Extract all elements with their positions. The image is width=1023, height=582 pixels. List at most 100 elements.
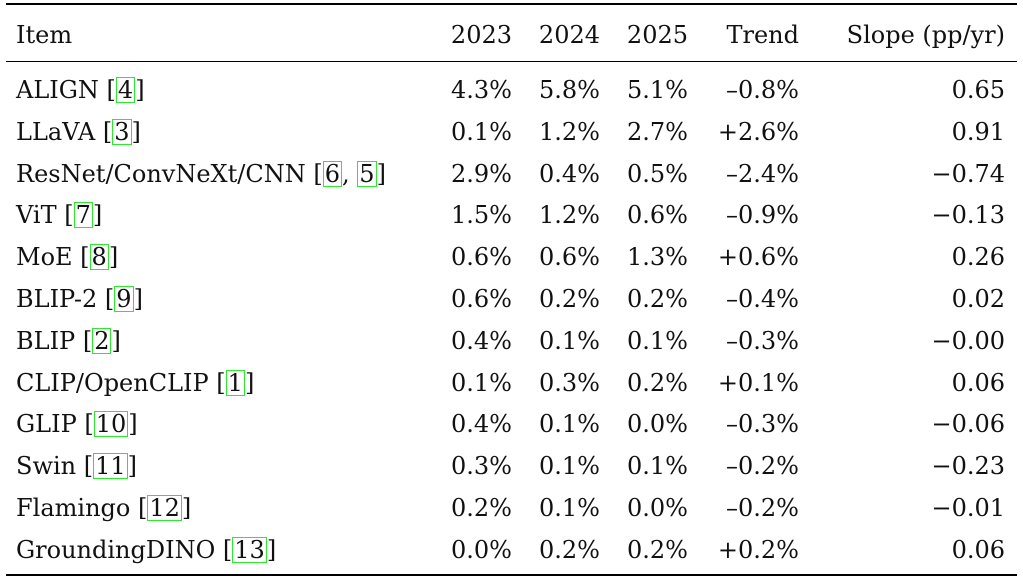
citation-link[interactable]: 3 (112, 117, 132, 146)
table-body: ALIGN [4] 4.3% 5.8% 5.1% –0.8% 0.65 LLaVA [3] 0… (6, 62, 1017, 574)
item-name: GLIP (16, 410, 77, 439)
slope-cell: −0.00 (931, 326, 1005, 355)
header-2025: 2025 (626, 21, 688, 49)
header-trend: Trend (726, 21, 799, 49)
citation-link[interactable]: 1 (225, 368, 245, 397)
table-row: ResNet/ConvNeXt/CNN [6, 5] 2.9% 0.4% 0.5% –2… (6, 154, 1017, 196)
slope-cell: −0.74 (931, 159, 1005, 188)
value-2024: 1.2% (539, 117, 600, 146)
value-2025: 0.5% (627, 159, 688, 188)
item-cell: MoE [8] (16, 243, 119, 272)
results-table: Item 2023 2024 2025 Trend Slope (pp/yr) … (6, 3, 1017, 576)
citation-link[interactable]: 12 (147, 493, 182, 522)
citation-link[interactable]: 4 (115, 76, 136, 104)
value-2025: 0.2% (627, 535, 688, 564)
slope-cell: 0.02 (951, 284, 1005, 313)
trend-cell: +0.1% (717, 368, 799, 397)
slope-cell: 0.06 (951, 368, 1005, 397)
slope-cell: −0.23 (931, 452, 1005, 481)
trend-cell: –0.8% (726, 76, 799, 104)
value-2024: 0.4% (539, 159, 600, 188)
value-2025: 0.2% (627, 368, 688, 397)
citation-link[interactable]: 11 (93, 452, 128, 481)
value-2023: 4.3% (451, 76, 512, 104)
value-2023: 0.6% (451, 243, 512, 272)
value-2023: 0.1% (451, 368, 512, 397)
header-2023: 2023 (450, 21, 512, 49)
bottom-rule (6, 573, 1017, 576)
citation-link[interactable]: 7 (73, 201, 93, 230)
item-name: Flamingo (16, 493, 131, 522)
citation-link[interactable]: 8 (89, 243, 109, 272)
value-2024: 0.1% (539, 452, 600, 481)
value-2023: 0.2% (451, 493, 512, 522)
table-row: LLaVA [3] 0.1% 1.2% 2.7% +2.6% 0.91 (6, 112, 1017, 154)
item-name: CLIP/OpenCLIP (16, 368, 209, 397)
slope-cell: 0.91 (951, 117, 1005, 146)
slope-cell: 0.65 (951, 76, 1005, 104)
value-2025: 2.7% (627, 117, 688, 146)
value-2024: 0.1% (539, 410, 600, 439)
value-2024: 0.1% (539, 493, 600, 522)
table-row: GLIP [10] 0.4% 0.1% 0.0% –0.3% −0.06 (6, 404, 1017, 446)
value-2025: 0.6% (627, 201, 688, 230)
table-row: BLIP [2] 0.4% 0.1% 0.1% –0.3% −0.00 (6, 321, 1017, 363)
value-2024: 5.8% (539, 76, 600, 104)
value-2025: 1.3% (627, 243, 688, 272)
trend-cell: –0.3% (726, 326, 799, 355)
value-2023: 0.0% (451, 535, 512, 564)
table-row: Flamingo [12] 0.2% 0.1% 0.0% –0.2% −0.01 (6, 488, 1017, 530)
item-name: Swin (16, 452, 77, 481)
citation-link[interactable]: 2 (92, 326, 112, 355)
item-name: LLaVA (16, 117, 96, 146)
table-row: Swin [11] 0.3% 0.1% 0.1% –0.2% −0.23 (6, 446, 1017, 488)
item-name: ALIGN (16, 76, 99, 104)
value-2025: 5.1% (627, 76, 688, 104)
top-rule (6, 3, 1017, 5)
citation-link[interactable]: 10 (93, 410, 129, 439)
value-2025: 0.2% (627, 284, 688, 313)
citation-link[interactable]: 13 (232, 535, 267, 564)
item-cell: BLIP [2] (16, 326, 121, 355)
trend-cell: –0.2% (726, 493, 799, 522)
item-name: BLIP-2 (16, 284, 98, 313)
item-cell: Swin [11] (16, 452, 138, 481)
value-2024: 0.6% (539, 243, 600, 272)
header-item: Item (16, 21, 73, 49)
value-2025: 0.1% (627, 326, 688, 355)
item-name: ViT (16, 201, 57, 230)
value-2023: 0.6% (451, 284, 512, 313)
item-cell: GroundingDINO [13] (16, 535, 277, 564)
table-row: ViT [7] 1.5% 1.2% 0.6% –0.9% −0.13 (6, 195, 1017, 237)
citation-link[interactable]: 6 (322, 159, 343, 188)
value-2025: 0.1% (627, 452, 688, 481)
value-2024: 1.2% (539, 201, 600, 230)
value-2025: 0.0% (627, 410, 688, 439)
trend-cell: –0.3% (726, 410, 799, 439)
item-cell: GLIP [10] (16, 410, 138, 439)
slope-cell: −0.13 (931, 201, 1005, 230)
value-2023: 2.9% (451, 159, 512, 188)
trend-cell: +2.6% (717, 117, 799, 146)
header-2024: 2024 (538, 21, 600, 49)
slope-cell: 0.06 (951, 535, 1005, 564)
slope-cell: −0.01 (931, 493, 1005, 522)
value-2024: 0.1% (539, 326, 600, 355)
value-2023: 0.1% (451, 117, 512, 146)
item-name: MoE (16, 243, 73, 272)
citation-link[interactable]: 9 (114, 284, 134, 313)
value-2024: 0.2% (539, 535, 600, 564)
trend-cell: –0.9% (726, 201, 799, 230)
item-cell: ResNet/ConvNeXt/CNN [6, 5] (16, 159, 386, 188)
item-cell: CLIP/OpenCLIP [1] (16, 368, 255, 397)
header-rule (6, 61, 1017, 62)
header-slope: Slope (pp/yr) (846, 21, 1005, 49)
table-row: ALIGN [4] 4.3% 5.8% 5.1% –0.8% 0.65 (6, 70, 1017, 112)
trend-cell: +0.6% (717, 243, 799, 272)
citation-link[interactable]: 5 (357, 159, 377, 188)
item-name: GroundingDINO (16, 535, 216, 564)
value-2023: 0.4% (451, 410, 512, 439)
item-cell: ALIGN [4] (16, 76, 145, 104)
slope-cell: 0.26 (951, 243, 1005, 272)
value-2023: 0.4% (451, 326, 512, 355)
